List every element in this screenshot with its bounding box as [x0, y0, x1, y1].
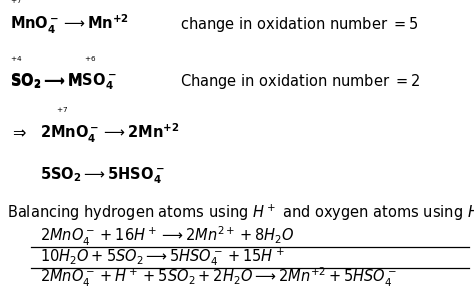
Text: $\mathbf{5SO_2}\longrightarrow\mathbf{5HSO_4^-}$: $\mathbf{5SO_2}\longrightarrow\mathbf{5H… — [40, 166, 165, 186]
Text: $^{+6}$: $^{+6}$ — [84, 56, 97, 66]
Text: $^{+7}$: $^{+7}$ — [10, 0, 23, 9]
Text: $^{+4}$: $^{+4}$ — [10, 56, 23, 66]
Text: Balancing hydrogen atoms using $H^+$ and oxygen atoms using $H_2O$: Balancing hydrogen atoms using $H^+$ and… — [7, 203, 474, 223]
Text: change in oxidation number $= 5$: change in oxidation number $= 5$ — [180, 15, 419, 34]
Text: $\mathbf{SO_2}\longrightarrow\mathbf{M}$: $\mathbf{SO_2}\longrightarrow\mathbf{M}$ — [10, 72, 83, 91]
Text: $2MnO_4^- + H^+ + 5SO_2 + 2H_2O \longrightarrow 2Mn^{+2} + 5HSO_4^-$: $2MnO_4^- + H^+ + 5SO_2 + 2H_2O \longrig… — [40, 266, 397, 286]
Text: $\mathbf{2MnO_4^-}\longrightarrow\mathbf{2Mn^{+2}}$: $\mathbf{2MnO_4^-}\longrightarrow\mathbf… — [40, 121, 180, 145]
Text: $\Rightarrow$: $\Rightarrow$ — [9, 126, 26, 140]
Text: $\mathbf{MnO_4^-}\longrightarrow\mathbf{Mn^{+2}}$: $\mathbf{MnO_4^-}\longrightarrow\mathbf{… — [10, 13, 129, 36]
Text: $10H_2O + 5SO_2 \longrightarrow 5HSO_4^- + 15H^+$: $10H_2O + 5SO_2 \longrightarrow 5HSO_4^-… — [40, 247, 285, 268]
Text: $\mathbf{SO_2}\longrightarrow\mathbf{MSO_4^-}$: $\mathbf{SO_2}\longrightarrow\mathbf{MSO… — [10, 71, 117, 92]
Text: $^{+7}$: $^{+7}$ — [56, 107, 68, 117]
Text: Change in oxidation number $= 2$: Change in oxidation number $= 2$ — [180, 72, 421, 91]
Text: $2MnO_4^- + 16H^+ \longrightarrow 2Mn^{2+} + 8H_2O$: $2MnO_4^- + 16H^+ \longrightarrow 2Mn^{2… — [40, 224, 295, 248]
